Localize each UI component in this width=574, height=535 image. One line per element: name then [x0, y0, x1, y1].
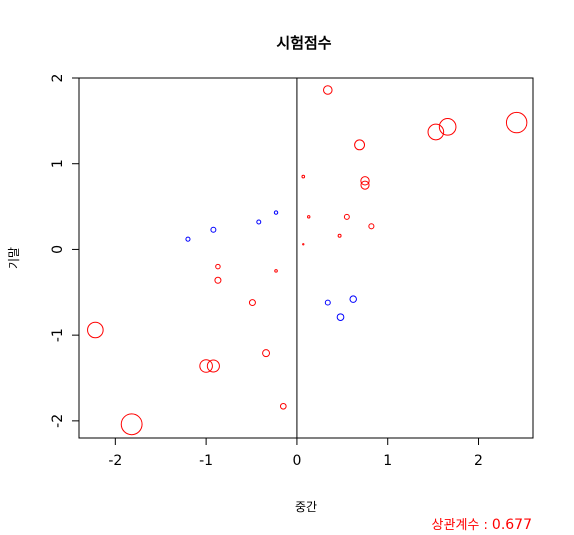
y-tick-label: -1 [50, 328, 66, 342]
y-tick-label: 1 [50, 159, 66, 168]
plot-frame [78, 77, 534, 439]
data-point [248, 299, 256, 307]
data-point [302, 243, 305, 246]
data-point [354, 139, 366, 151]
x-tick-label: -1 [199, 453, 213, 469]
data-point [349, 295, 357, 303]
data-point [360, 180, 370, 190]
data-point [307, 215, 311, 219]
data-point [337, 233, 342, 238]
data-point [368, 223, 375, 230]
data-point [336, 313, 345, 321]
data-point [273, 210, 279, 215]
data-point [206, 359, 220, 373]
data-point [360, 176, 370, 186]
data-point [256, 219, 262, 225]
chart-title: 시험점수 [276, 34, 331, 52]
data-point [323, 85, 333, 95]
data-point [185, 236, 191, 242]
y-tick-label: -2 [50, 414, 66, 428]
correlation-label: 상관계수 : [431, 518, 488, 533]
data-point [214, 276, 222, 284]
data-point [210, 226, 217, 233]
data-point [505, 111, 528, 134]
data-point [279, 402, 287, 410]
x-tick-label: 1 [383, 453, 392, 469]
x-axis: -2 -1 0 1 2 [108, 438, 483, 469]
data-point [120, 413, 143, 436]
data-point [301, 174, 306, 179]
data-point [438, 118, 457, 136]
data-point [343, 213, 350, 220]
correlation-note: 상관계수 :0.677 [432, 514, 532, 533]
data-points [87, 85, 528, 436]
data-point [427, 123, 445, 141]
data-point [87, 321, 104, 339]
y-axis: -2 -1 0 1 2 [50, 74, 79, 428]
x-axis-label: 중간 [295, 500, 317, 514]
data-point [274, 269, 278, 273]
data-point [324, 299, 331, 306]
y-tick-label: 0 [50, 245, 66, 254]
correlation-value: 0.677 [491, 517, 532, 533]
y-tick-label: 2 [50, 74, 66, 83]
data-point [215, 263, 221, 270]
data-point [262, 349, 271, 358]
data-point [199, 359, 213, 373]
y-axis-label: 기말 [7, 247, 21, 269]
x-tick-label: 2 [474, 453, 483, 469]
x-tick-label: -2 [108, 453, 122, 469]
x-tick-label: 0 [292, 453, 301, 469]
